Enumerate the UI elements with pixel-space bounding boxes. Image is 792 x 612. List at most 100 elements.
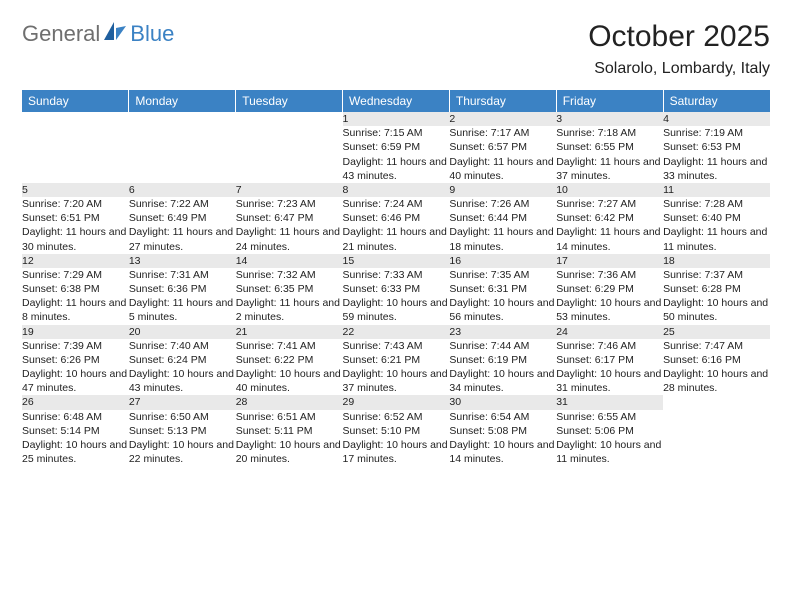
sunrise-text: Sunrise: 7:33 AM [343, 268, 450, 282]
day-info-cell: Sunrise: 7:43 AMSunset: 6:21 PMDaylight:… [343, 339, 450, 396]
day-number-cell: 4 [663, 112, 770, 126]
sunrise-text: Sunrise: 6:54 AM [449, 410, 556, 424]
sunset-text: Sunset: 6:40 PM [663, 211, 770, 225]
sunrise-text: Sunrise: 7:36 AM [556, 268, 663, 282]
daylight-text: Daylight: 10 hours and 28 minutes. [663, 367, 770, 395]
sunrise-text: Sunrise: 7:46 AM [556, 339, 663, 353]
day-info-cell: Sunrise: 7:22 AMSunset: 6:49 PMDaylight:… [129, 197, 236, 254]
day-info-cell: Sunrise: 7:37 AMSunset: 6:28 PMDaylight:… [663, 268, 770, 325]
day-info-cell: Sunrise: 7:26 AMSunset: 6:44 PMDaylight:… [449, 197, 556, 254]
calendar-body: 1234Sunrise: 7:15 AMSunset: 6:59 PMDayli… [22, 112, 770, 466]
sunset-text: Sunset: 6:16 PM [663, 353, 770, 367]
week-daynum-row: 567891011 [22, 183, 770, 197]
day-info-cell: Sunrise: 6:54 AMSunset: 5:08 PMDaylight:… [449, 410, 556, 467]
day-number-cell: 23 [449, 325, 556, 339]
weekday-header: Wednesday [343, 90, 450, 112]
sunrise-text: Sunrise: 6:55 AM [556, 410, 663, 424]
day-info-cell: Sunrise: 7:47 AMSunset: 6:16 PMDaylight:… [663, 339, 770, 396]
daylight-text: Daylight: 10 hours and 31 minutes. [556, 367, 663, 395]
daylight-text: Daylight: 11 hours and 21 minutes. [343, 225, 450, 253]
sunrise-text: Sunrise: 7:17 AM [449, 126, 556, 140]
calendar-header-row: SundayMondayTuesdayWednesdayThursdayFrid… [22, 90, 770, 112]
day-number-cell: 8 [343, 183, 450, 197]
sunset-text: Sunset: 6:53 PM [663, 140, 770, 154]
daylight-text: Daylight: 10 hours and 47 minutes. [22, 367, 129, 395]
daylight-text: Daylight: 11 hours and 11 minutes. [663, 225, 770, 253]
sunrise-text: Sunrise: 7:32 AM [236, 268, 343, 282]
weekday-header: Sunday [22, 90, 129, 112]
week-info-row: Sunrise: 7:39 AMSunset: 6:26 PMDaylight:… [22, 339, 770, 396]
sunset-text: Sunset: 6:59 PM [343, 140, 450, 154]
day-info-cell: Sunrise: 7:40 AMSunset: 6:24 PMDaylight:… [129, 339, 236, 396]
day-number-cell: 6 [129, 183, 236, 197]
header: General Blue October 2025 Solarolo, Lomb… [22, 20, 770, 78]
day-number-cell: 2 [449, 112, 556, 126]
weekday-header: Monday [129, 90, 236, 112]
sunrise-text: Sunrise: 7:20 AM [22, 197, 129, 211]
sunrise-text: Sunrise: 7:44 AM [449, 339, 556, 353]
sunrise-text: Sunrise: 7:31 AM [129, 268, 236, 282]
sunset-text: Sunset: 6:51 PM [22, 211, 129, 225]
daylight-text: Daylight: 10 hours and 56 minutes. [449, 296, 556, 324]
day-number-cell: 22 [343, 325, 450, 339]
sunset-text: Sunset: 6:49 PM [129, 211, 236, 225]
sunset-text: Sunset: 6:29 PM [556, 282, 663, 296]
sunrise-text: Sunrise: 7:23 AM [236, 197, 343, 211]
day-info-cell: Sunrise: 7:36 AMSunset: 6:29 PMDaylight:… [556, 268, 663, 325]
location-label: Solarolo, Lombardy, Italy [588, 60, 770, 78]
day-number-cell: 7 [236, 183, 343, 197]
sunset-text: Sunset: 6:38 PM [22, 282, 129, 296]
logo: General Blue [22, 20, 174, 47]
day-info-cell: Sunrise: 7:23 AMSunset: 6:47 PMDaylight:… [236, 197, 343, 254]
day-info-cell: Sunrise: 7:29 AMSunset: 6:38 PMDaylight:… [22, 268, 129, 325]
day-info-cell: Sunrise: 6:55 AMSunset: 5:06 PMDaylight:… [556, 410, 663, 467]
daylight-text: Daylight: 10 hours and 43 minutes. [129, 367, 236, 395]
day-number-cell [22, 112, 129, 126]
daylight-text: Daylight: 10 hours and 59 minutes. [343, 296, 450, 324]
sunset-text: Sunset: 6:33 PM [343, 282, 450, 296]
day-number-cell: 29 [343, 395, 450, 409]
sunset-text: Sunset: 6:46 PM [343, 211, 450, 225]
day-info-cell: Sunrise: 7:39 AMSunset: 6:26 PMDaylight:… [22, 339, 129, 396]
week-daynum-row: 12131415161718 [22, 254, 770, 268]
day-number-cell: 10 [556, 183, 663, 197]
day-number-cell [129, 112, 236, 126]
daylight-text: Daylight: 10 hours and 40 minutes. [236, 367, 343, 395]
day-number-cell: 15 [343, 254, 450, 268]
logo-sail-icon [102, 20, 128, 47]
sunrise-text: Sunrise: 6:52 AM [343, 410, 450, 424]
day-number-cell: 13 [129, 254, 236, 268]
day-info-cell: Sunrise: 7:19 AMSunset: 6:53 PMDaylight:… [663, 126, 770, 183]
day-info-cell: Sunrise: 6:48 AMSunset: 5:14 PMDaylight:… [22, 410, 129, 467]
day-info-cell: Sunrise: 7:44 AMSunset: 6:19 PMDaylight:… [449, 339, 556, 396]
week-info-row: Sunrise: 7:29 AMSunset: 6:38 PMDaylight:… [22, 268, 770, 325]
day-number-cell: 3 [556, 112, 663, 126]
week-daynum-row: 1234 [22, 112, 770, 126]
weekday-header: Friday [556, 90, 663, 112]
week-daynum-row: 19202122232425 [22, 325, 770, 339]
day-info-cell: Sunrise: 6:50 AMSunset: 5:13 PMDaylight:… [129, 410, 236, 467]
daylight-text: Daylight: 10 hours and 25 minutes. [22, 438, 129, 466]
daylight-text: Daylight: 11 hours and 14 minutes. [556, 225, 663, 253]
weekday-header: Tuesday [236, 90, 343, 112]
day-info-cell: Sunrise: 6:52 AMSunset: 5:10 PMDaylight:… [343, 410, 450, 467]
sunrise-text: Sunrise: 7:28 AM [663, 197, 770, 211]
sunrise-text: Sunrise: 7:18 AM [556, 126, 663, 140]
sunrise-text: Sunrise: 6:51 AM [236, 410, 343, 424]
calendar-table: SundayMondayTuesdayWednesdayThursdayFrid… [22, 90, 770, 466]
daylight-text: Daylight: 11 hours and 37 minutes. [556, 155, 663, 183]
daylight-text: Daylight: 11 hours and 8 minutes. [22, 296, 129, 324]
sunset-text: Sunset: 6:17 PM [556, 353, 663, 367]
day-number-cell: 11 [663, 183, 770, 197]
daylight-text: Daylight: 11 hours and 18 minutes. [449, 225, 556, 253]
daylight-text: Daylight: 11 hours and 40 minutes. [449, 155, 556, 183]
day-info-cell: Sunrise: 7:31 AMSunset: 6:36 PMDaylight:… [129, 268, 236, 325]
logo-text-blue: Blue [130, 21, 174, 47]
sunset-text: Sunset: 6:21 PM [343, 353, 450, 367]
day-info-cell: Sunrise: 7:15 AMSunset: 6:59 PMDaylight:… [343, 126, 450, 183]
sunset-text: Sunset: 5:14 PM [22, 424, 129, 438]
daylight-text: Daylight: 10 hours and 14 minutes. [449, 438, 556, 466]
day-number-cell [236, 112, 343, 126]
daylight-text: Daylight: 11 hours and 24 minutes. [236, 225, 343, 253]
sunset-text: Sunset: 6:19 PM [449, 353, 556, 367]
